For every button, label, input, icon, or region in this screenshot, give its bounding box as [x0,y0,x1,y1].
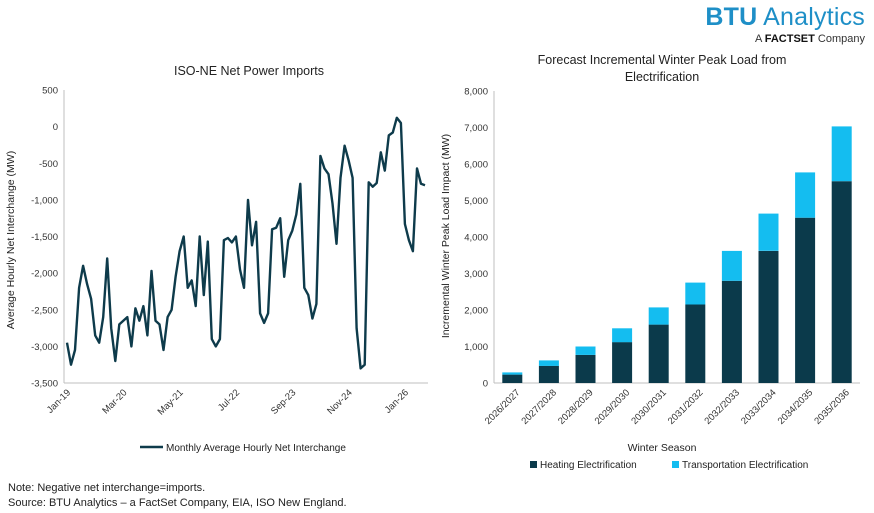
legend-label-transportation: Transportation Electrification [682,460,808,471]
bar-transportation [648,307,669,325]
chart-title-line-2: Electrification [625,70,699,84]
axes [63,90,428,384]
legend-label: Monthly Average Hourly Net Interchange [166,443,346,454]
legend-label-heating: Heating Electrification [540,460,637,471]
y-tick-label: -500 [39,159,58,170]
bar-heating [502,374,523,383]
y-tick-label: -3,000 [31,342,58,353]
bar-transportation [575,346,596,355]
footnote: Note: Negative net interchange=imports. [8,482,206,494]
bar-heating [538,365,559,383]
source-note: Source: BTU Analytics – a FactSet Compan… [8,497,347,509]
x-tick-label: Jan-26 [383,387,411,415]
x-tick-label: Jan-19 [45,387,73,415]
y-tick-label: -1,500 [31,232,58,243]
series-group [65,116,426,370]
x-tick-label: 2035/2036 [812,387,852,427]
x-tick-label: 2027/2028 [520,387,560,427]
chart-title-line-1: Forecast Incremental Winter Peak Load fr… [538,53,787,67]
x-tick-label: 2026/2027 [483,387,523,427]
y-tick-label: 0 [53,122,58,133]
x-tick-label: 2034/2035 [776,387,816,427]
y-tick-labels: 0 1,000 2,000 3,000 4,000 5,000 6,000 7,000 8,00… [464,87,488,390]
bar-transportation [795,172,816,218]
legend-swatch-heating [530,461,537,468]
x-tick-label: 2029/2030 [593,387,633,427]
brand-tagline: A FACTSET Company [754,33,865,45]
x-tick-label: 2032/2033 [703,387,743,427]
y-tick-label: 5,000 [464,196,488,207]
y-tick-label: 8,000 [464,87,488,98]
y-tick-labels: 500 0 -500 -1,000 -1,500 -2,000 -2,500 -3,000 -3… [31,86,58,390]
y-tick-label: 6,000 [464,160,488,171]
x-tick-label: Jul-22 [216,387,242,413]
y-tick-label: -2,500 [31,305,58,316]
brand-logo: BTU Analytics A FACTSET Company [705,2,865,45]
bar-transportation [758,213,779,251]
y-tick-label: 7,000 [464,123,488,134]
x-tick-label: 2028/2029 [556,387,596,427]
bar-heating [575,354,596,383]
x-tick-label: Nov-24 [325,387,354,416]
x-tick-label: 2031/2032 [666,387,706,427]
y-tick-label: -3,500 [31,379,58,390]
legend: Heating Electrification Transportation El… [530,460,808,471]
x-tick-labels: Jan-19 Mar-20 May-21 Jul-22 Sep-23 Nov-24 Jan-… [45,387,411,417]
bar-heating [721,280,742,383]
bar-heating [795,217,816,383]
bar-heating [758,250,779,383]
y-tick-label: 0 [483,379,488,390]
legend-swatch-transportation [672,461,679,468]
x-axis-label: Winter Season [628,442,697,454]
x-tick-label: 2030/2031 [629,387,669,427]
bar-heating [612,342,633,383]
bar-transportation [502,372,523,375]
y-tick-label: 1,000 [464,342,488,353]
y-tick-label: 500 [42,86,58,97]
stacked-bar-chart-winter-peak: Forecast Incremental Winter Peak Load fr… [440,53,860,471]
y-tick-label: 2,000 [464,306,488,317]
legend: Monthly Average Hourly Net Interchange [140,443,346,454]
line-chart-net-imports: ISO-NE Net Power Imports Average Hourly … [5,64,428,454]
bar-transportation [831,126,852,182]
bar-transportation [612,328,633,343]
bar-transportation [685,282,706,305]
bar-heating [648,324,669,383]
bars-group [502,126,852,383]
y-axis-label: Incremental Winter Peak Load Impact (MW) [440,134,452,338]
x-tick-label: 2033/2034 [739,387,779,427]
bar-transportation [721,250,742,281]
brand-name: BTU Analytics [705,3,865,31]
chart-title: ISO-NE Net Power Imports [174,64,324,78]
bar-heating [831,181,852,383]
series-line-net-interchange [65,116,426,370]
x-tick-label: May-21 [156,387,186,417]
x-tick-labels: 2026/20272027/20282028/20292029/20302030… [483,387,852,427]
y-tick-label: -2,000 [31,269,58,280]
x-tick-label: Sep-23 [269,387,298,416]
x-tick-label: Mar-20 [100,387,129,416]
y-tick-label: 4,000 [464,233,488,244]
y-axis-label: Average Hourly Net Interchange (MW) [5,151,17,329]
bar-transportation [538,360,559,366]
y-tick-label: -1,000 [31,195,58,206]
y-tick-label: 3,000 [464,269,488,280]
bar-heating [685,304,706,383]
